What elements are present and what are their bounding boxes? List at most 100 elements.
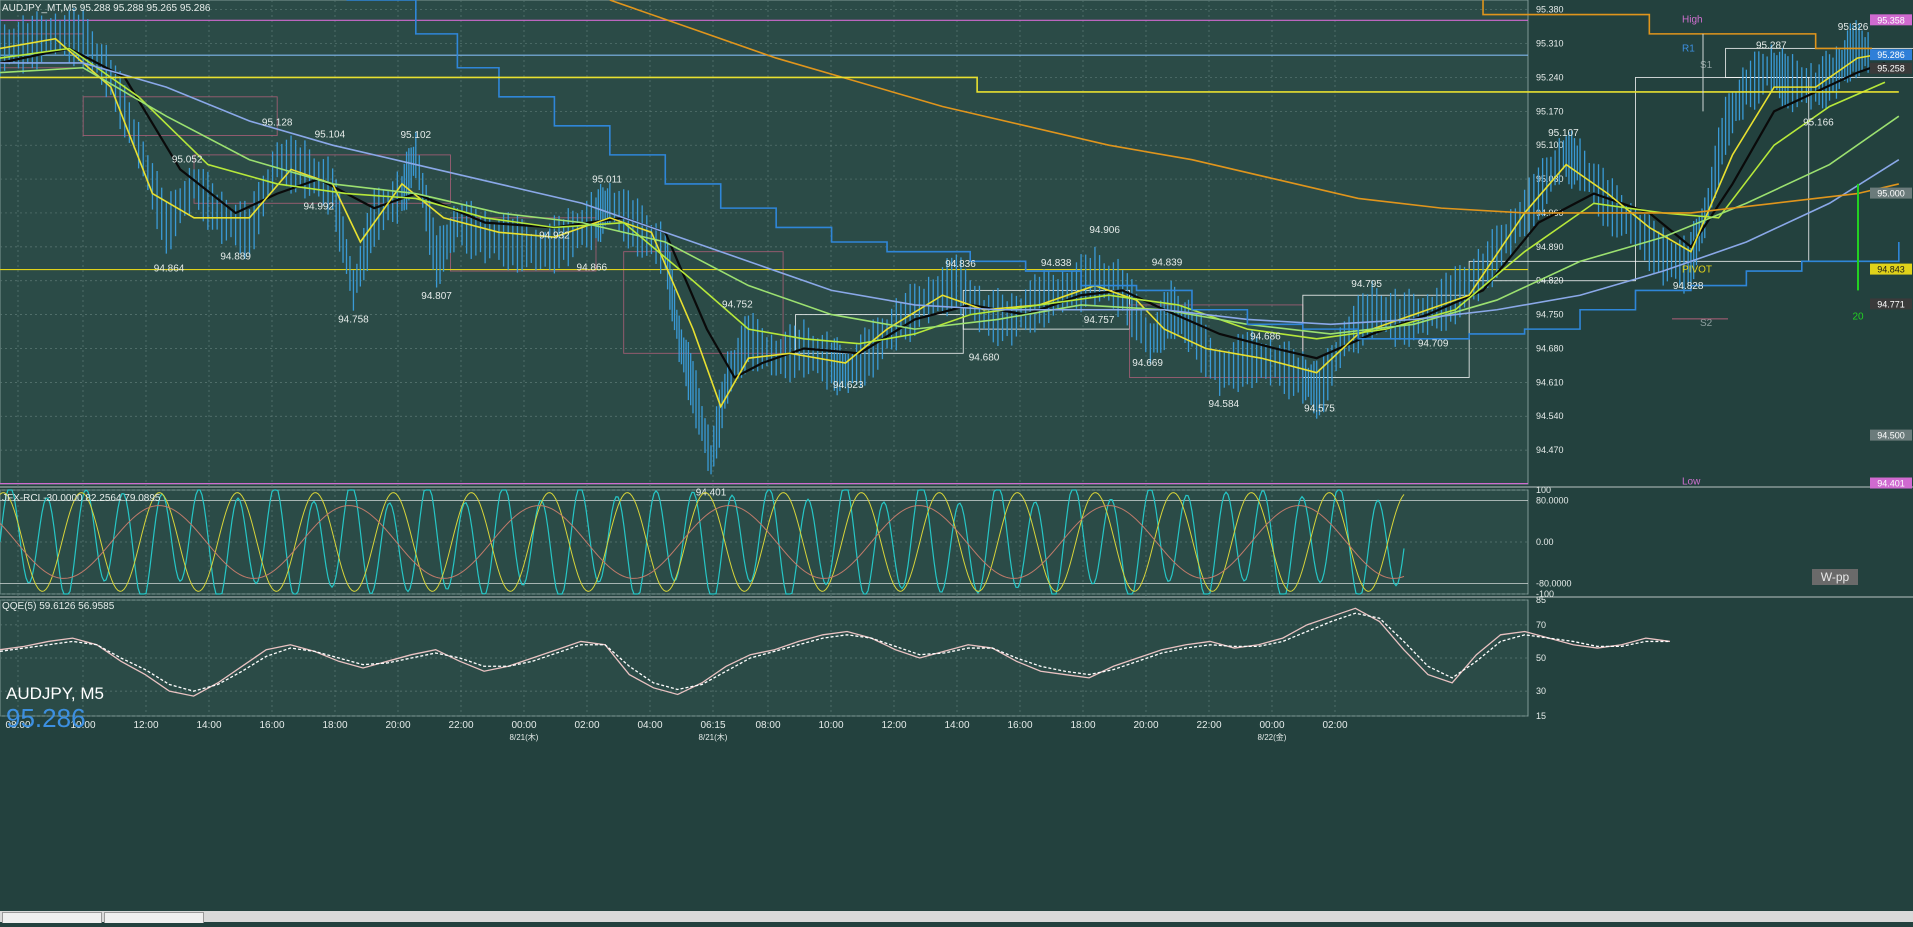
date-label: 8/22(金) [1258, 732, 1287, 742]
step-blue-line [346, 0, 1900, 340]
peak-label: 94.758 [338, 315, 369, 326]
range-box [82, 96, 278, 136]
peak-label: 95.107 [1548, 128, 1579, 139]
x-tick-label: 00:00 [511, 720, 536, 731]
qqe-tick-label: 50 [1536, 653, 1546, 663]
price-tag [1870, 429, 1912, 441]
peak-label: 94.889 [220, 251, 251, 262]
qqe-tick-label: 85 [1536, 595, 1546, 605]
price-tag [1870, 477, 1912, 489]
x-tick-label: 06:15 [700, 720, 725, 731]
x-tick-label: 22:00 [448, 720, 473, 731]
peak-label: 94.623 [833, 380, 864, 391]
chart-tab-bar [0, 911, 1913, 923]
panel-frame [0, 0, 1529, 485]
chart-tab[interactable] [104, 912, 204, 923]
chart-title: AUDJPY_MT,M5 95.288 95.288 95.265 95.286 [2, 3, 211, 14]
panel-frame [0, 599, 1529, 717]
peak-label: 94.401 [696, 488, 727, 499]
level-label: S2 [1700, 318, 1713, 329]
rci-tick-label: 80.0000 [1536, 495, 1569, 505]
level-label: High [1682, 14, 1703, 25]
level-label: Low [1682, 477, 1701, 488]
wpp-tag: W-pp [1812, 569, 1858, 585]
price-tag-label: 94.771 [1877, 299, 1905, 309]
ma-lime-line [0, 47, 1886, 345]
y-tick-label: 95.240 [1536, 72, 1564, 82]
x-tick-label: 18:00 [1070, 720, 1095, 731]
rci-fast-line [0, 489, 1405, 595]
peak-label: 94.839 [1152, 258, 1183, 269]
x-tick-label: 22:00 [1196, 720, 1221, 731]
peak-label: 95.052 [172, 154, 203, 165]
peak-label: 94.838 [1041, 258, 1072, 269]
rci-label: JFX-RCI -30.0000 82.2564 79.0895 [2, 493, 161, 504]
level-yellow-line [0, 76, 1899, 93]
price-tag [1870, 263, 1912, 275]
rci-tick-label: 0.00 [1536, 537, 1554, 547]
chart-tab[interactable] [2, 912, 102, 923]
x-tick-label: 12:00 [133, 720, 158, 731]
qqe-tick-label: 30 [1536, 686, 1546, 696]
peak-label: 94.992 [303, 201, 334, 212]
range-box [795, 314, 964, 354]
x-tick-label: 00:00 [1259, 720, 1284, 731]
price-tag [1870, 62, 1912, 74]
peak-label: 94.836 [945, 259, 976, 270]
y-tick-label: 94.680 [1536, 343, 1564, 353]
side-number: 20 [1852, 311, 1864, 322]
peak-label: 94.680 [969, 352, 1000, 363]
price-tag-label: 95.358 [1877, 15, 1905, 25]
x-tick-label: 02:00 [574, 720, 599, 731]
y-tick-label: 95.170 [1536, 106, 1564, 116]
peak-label: 95.326 [1838, 22, 1869, 33]
rci-slow-line [0, 505, 1405, 579]
peak-label: 94.864 [154, 263, 185, 274]
date-label: 8/21(木) [699, 732, 728, 742]
rci-tick-label: -100 [1536, 589, 1554, 599]
price-overlay: 95.286 [6, 703, 86, 733]
peak-label: 94.757 [1084, 315, 1115, 326]
rci-tick-label: 100 [1536, 485, 1551, 495]
symbol-overlay: AUDJPY, M5 [6, 684, 104, 703]
x-tick-label: 14:00 [944, 720, 969, 731]
x-tick-label: 02:00 [1322, 720, 1347, 731]
qqe-tick-label: 70 [1536, 620, 1546, 630]
x-tick-label: 16:00 [259, 720, 284, 731]
y-tick-label: 95.100 [1536, 140, 1564, 150]
level-label: S1 [1700, 60, 1713, 71]
step-orange-line [1482, 0, 1872, 54]
price-tag [1870, 14, 1912, 26]
x-tick-label: 12:00 [881, 720, 906, 731]
date-label: 8/21(木) [510, 732, 539, 742]
peak-label: 94.575 [1304, 403, 1335, 414]
peak-label: 94.807 [421, 291, 452, 302]
x-tick-label: 10:00 [70, 720, 95, 731]
ma-orange-line [609, 0, 1900, 214]
x-tick-label: 20:00 [385, 720, 410, 731]
price-tag-label: 94.843 [1877, 265, 1905, 275]
peak-label: 94.709 [1418, 338, 1449, 349]
range-box [623, 251, 784, 354]
peak-label: 94.686 [1250, 332, 1281, 343]
price-tag-label: 95.286 [1877, 50, 1905, 60]
x-tick-label: 16:00 [1007, 720, 1032, 731]
y-tick-label: 94.610 [1536, 377, 1564, 387]
y-tick-label: 95.380 [1536, 5, 1564, 15]
peak-label: 94.669 [1132, 358, 1163, 369]
peak-label: 94.752 [722, 300, 753, 311]
y-tick-label: 94.750 [1536, 310, 1564, 320]
x-tick-label: 10:00 [818, 720, 843, 731]
peak-label: 94.906 [1089, 225, 1120, 236]
peak-label: 95.104 [315, 129, 346, 140]
price-tag [1870, 298, 1912, 310]
ma-blue-line [0, 62, 1900, 326]
peak-label: 95.011 [592, 174, 622, 185]
y-tick-label: 94.470 [1536, 445, 1564, 455]
x-tick-label: 04:00 [637, 720, 662, 731]
peak-label: 95.166 [1803, 117, 1834, 128]
y-tick-label: 95.030 [1536, 174, 1564, 184]
price-tag-label: 94.500 [1877, 431, 1905, 441]
